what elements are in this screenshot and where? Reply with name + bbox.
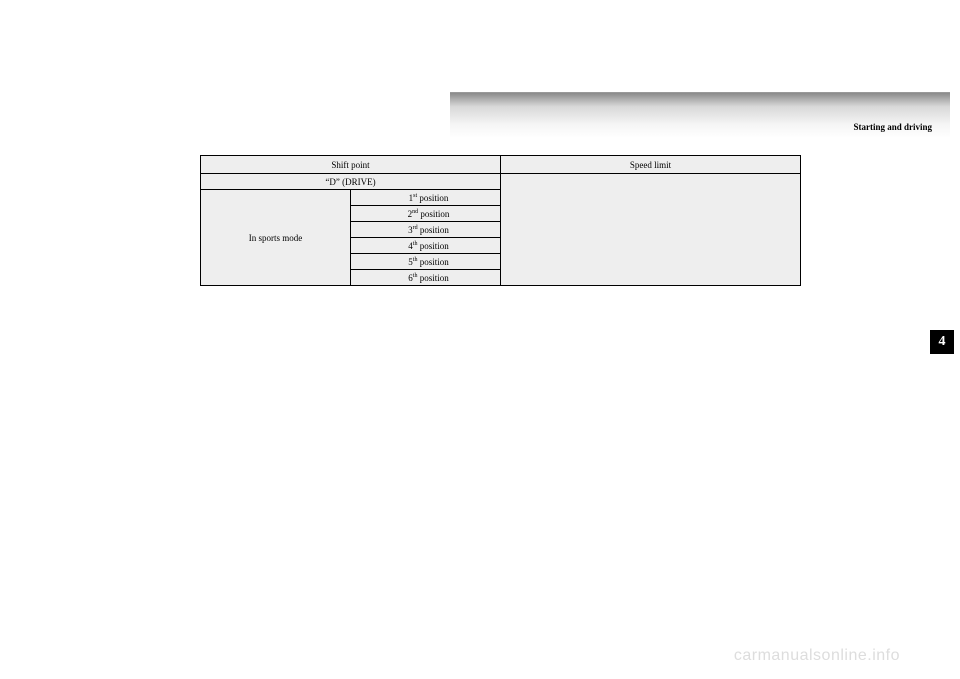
- pos-word: position: [417, 273, 448, 283]
- watermark: carmanualsonline.info: [734, 647, 900, 665]
- pos-word: position: [417, 257, 448, 267]
- table-header-row: Shift point Speed limit: [201, 156, 801, 174]
- pos-word: position: [417, 241, 448, 251]
- pos-word: position: [418, 209, 449, 219]
- position-cell: 6th position: [351, 270, 501, 286]
- pos-word: position: [418, 225, 449, 235]
- pos-word: position: [417, 193, 448, 203]
- sports-mode-label: In sports mode: [201, 190, 351, 286]
- col-speed-limit: Speed limit: [501, 156, 801, 174]
- position-cell: 1st position: [351, 190, 501, 206]
- section-title: Starting and driving: [853, 122, 932, 132]
- drive-row: “D” (DRIVE): [201, 174, 801, 190]
- position-cell: 3rd position: [351, 222, 501, 238]
- shift-speed-table: Shift point Speed limit “D” (DRIVE) In s…: [200, 155, 801, 286]
- speed-cell: [501, 174, 801, 286]
- col-shift-point: Shift point: [201, 156, 501, 174]
- header-bar: Starting and driving: [450, 92, 950, 138]
- position-cell: 4th position: [351, 238, 501, 254]
- position-cell: 5th position: [351, 254, 501, 270]
- drive-label: “D” (DRIVE): [201, 174, 501, 190]
- position-cell: 2nd position: [351, 206, 501, 222]
- chapter-tab: 4: [930, 330, 954, 354]
